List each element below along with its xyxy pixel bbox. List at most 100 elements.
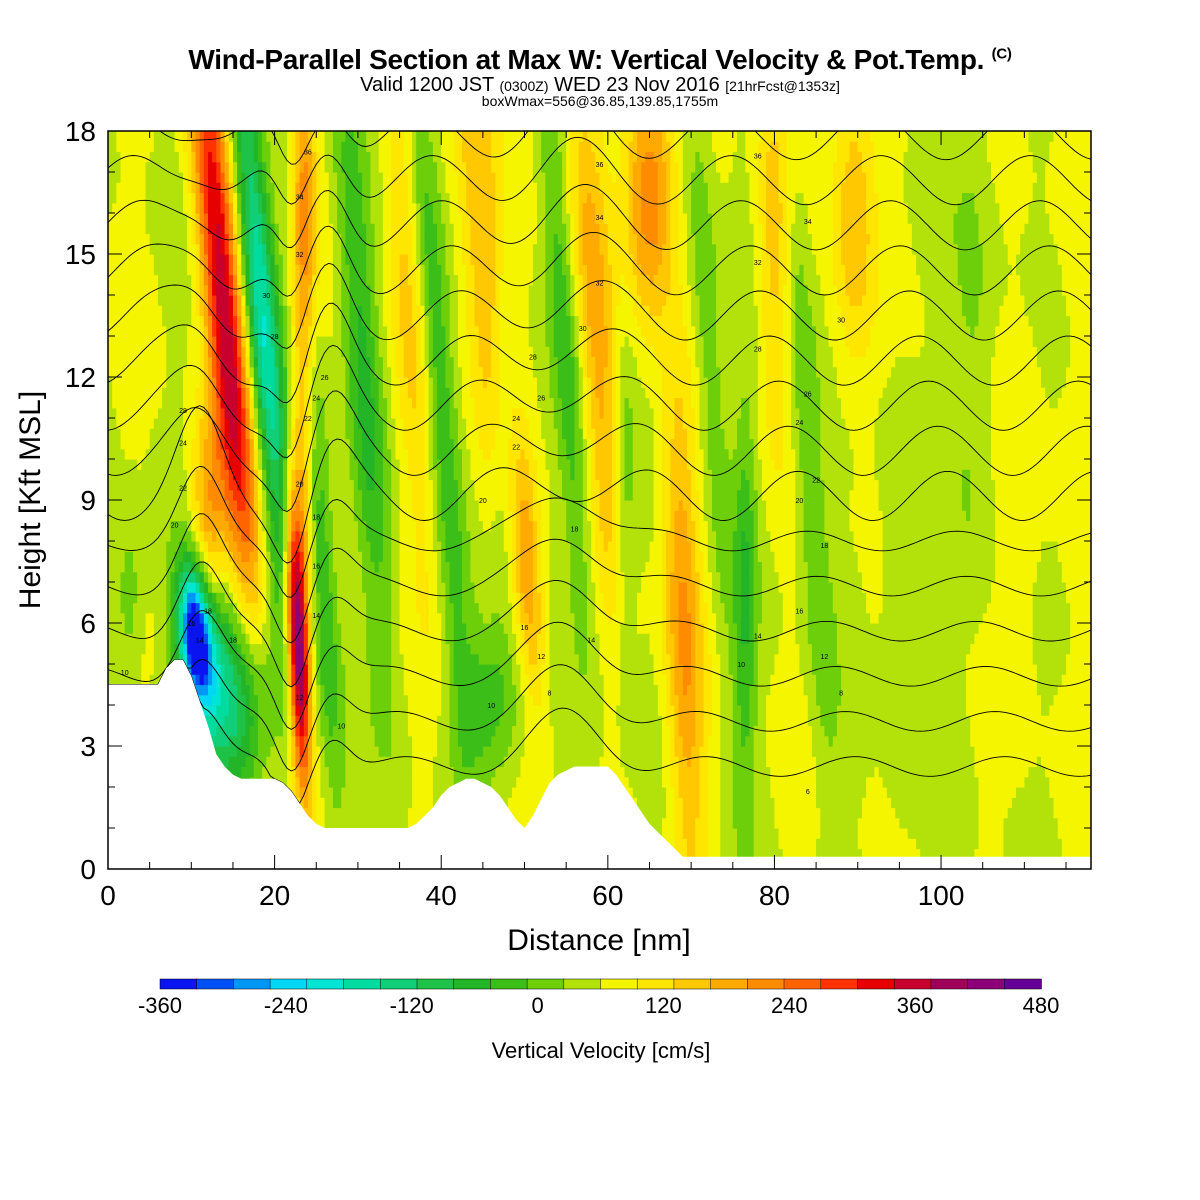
w-cell <box>295 284 301 296</box>
w-cell <box>191 592 197 604</box>
w-cell <box>141 182 147 194</box>
w-cell <box>291 489 297 501</box>
w-cell <box>316 705 322 716</box>
w-cell <box>253 346 259 358</box>
w-cell <box>357 274 363 286</box>
w-cell <box>262 510 267 522</box>
w-cell <box>353 571 359 583</box>
w-cell <box>287 202 292 214</box>
w-cell <box>195 223 201 235</box>
w-cell <box>149 674 155 686</box>
w-cell <box>262 612 267 624</box>
w-cell <box>291 612 297 624</box>
w-cell <box>328 264 334 276</box>
w-cell <box>362 223 367 235</box>
w-cell <box>153 213 159 224</box>
w-cell <box>183 264 188 276</box>
w-cell <box>237 202 242 214</box>
w-cell <box>183 305 188 317</box>
w-cell <box>270 284 276 296</box>
w-cell <box>353 684 359 696</box>
w-cell <box>174 407 180 419</box>
w-cell <box>278 735 284 747</box>
w-cell <box>287 653 292 665</box>
w-cell <box>270 254 276 265</box>
w-cell <box>262 633 267 645</box>
w-cell <box>199 284 205 296</box>
w-cell <box>133 213 138 224</box>
w-cell <box>287 602 292 614</box>
w-cell <box>341 602 347 614</box>
w-cell <box>178 202 184 214</box>
w-cell <box>320 797 326 809</box>
w-cell <box>233 131 238 142</box>
w-cell <box>337 233 342 245</box>
w-cell <box>366 254 371 265</box>
w-cell <box>170 510 176 522</box>
w-cell <box>328 172 334 183</box>
w-cell <box>257 694 263 706</box>
w-cell <box>357 776 363 788</box>
w-cell <box>374 161 380 173</box>
w-cell <box>324 674 330 686</box>
w-cell <box>199 623 205 634</box>
w-cell <box>203 674 209 686</box>
w-cell <box>274 418 280 429</box>
w-cell <box>345 612 351 624</box>
w-cell <box>253 356 259 368</box>
w-cell <box>270 243 276 255</box>
w-cell <box>216 438 222 450</box>
w-cell <box>362 254 367 265</box>
w-cell <box>278 377 284 388</box>
w-cell <box>262 346 267 358</box>
w-cell <box>345 571 351 583</box>
w-cell <box>345 489 351 501</box>
w-cell <box>278 141 284 153</box>
w-cell <box>237 725 242 737</box>
w-cell <box>299 202 305 214</box>
w-cell <box>153 530 159 542</box>
w-cell <box>112 448 117 460</box>
w-cell <box>316 735 322 747</box>
w-cell <box>233 397 238 409</box>
w-cell <box>183 131 188 142</box>
w-cell <box>382 571 388 583</box>
w-cell <box>183 623 188 634</box>
w-cell <box>116 243 122 255</box>
w-cell <box>170 561 176 573</box>
w-cell <box>382 612 388 624</box>
w-cell <box>312 551 317 563</box>
w-cell <box>282 776 288 788</box>
w-cell <box>112 295 117 306</box>
w-cell <box>341 325 347 337</box>
w-cell <box>287 407 292 419</box>
w-cell <box>391 787 396 798</box>
w-cell <box>153 366 159 378</box>
w-cell <box>274 438 280 450</box>
w-cell <box>195 325 201 337</box>
w-cell <box>287 295 292 306</box>
w-cell <box>224 623 230 634</box>
w-cell <box>357 602 363 614</box>
w-cell <box>337 305 342 317</box>
w-cell <box>237 151 242 163</box>
w-cell <box>228 397 234 409</box>
w-cell <box>353 243 359 255</box>
w-cell <box>291 213 297 224</box>
w-cell <box>282 428 288 440</box>
w-cell <box>282 274 288 286</box>
w-cell <box>303 172 309 183</box>
w-cell <box>307 725 313 737</box>
w-cell <box>262 377 267 388</box>
w-cell <box>228 479 234 491</box>
w-cell <box>183 571 188 583</box>
w-cell <box>145 582 151 593</box>
w-cell <box>366 807 371 819</box>
w-cell <box>312 725 317 737</box>
w-cell <box>316 284 322 296</box>
chart-title: Wind-Parallel Section at Max W: Vertical… <box>0 44 1200 76</box>
w-cell <box>291 264 297 276</box>
w-cell <box>199 254 205 265</box>
w-cell <box>374 151 380 163</box>
w-cell <box>270 397 276 409</box>
